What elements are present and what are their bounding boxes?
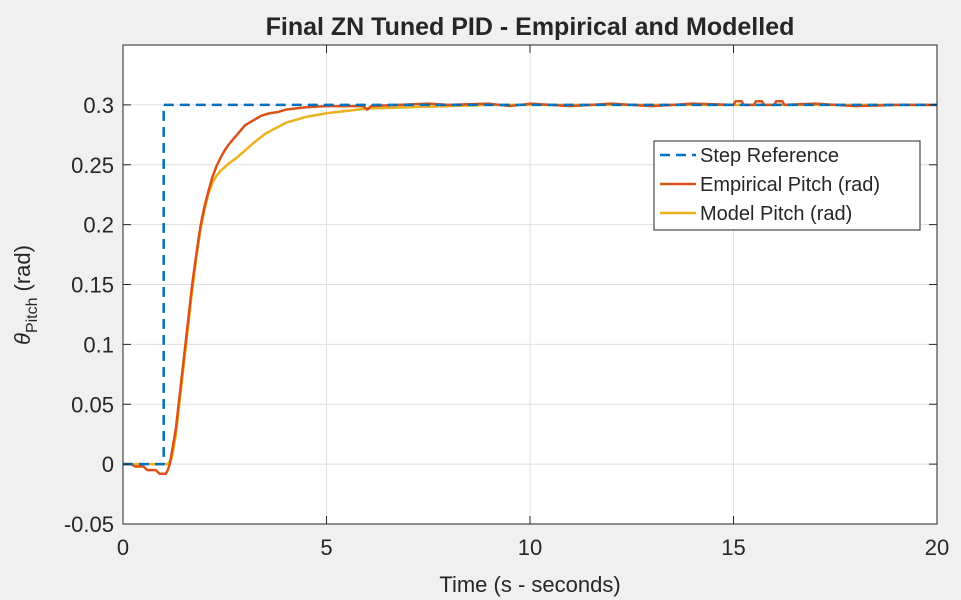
legend-box — [653, 140, 921, 231]
y-axis-ticks: -0.05 0 0.05 0.1 0.15 0.2 0.25 0.3 — [64, 93, 937, 537]
x-axis-ticks: 0 5 10 15 20 — [117, 45, 949, 560]
y-tick-label: -0.05 — [64, 512, 114, 537]
x-axis-label: Time (s - seconds) — [439, 572, 620, 597]
chart-title: Final ZN Tuned PID - Empirical and Model… — [266, 13, 795, 41]
y-tick-label: 0.3 — [83, 93, 114, 118]
y-tick-label: 0 — [102, 452, 114, 477]
series-line-empirical-pitch-rad — [123, 100, 937, 475]
x-tick-label: 15 — [721, 535, 745, 560]
x-tick-label: 10 — [518, 535, 542, 560]
series-lines — [123, 100, 937, 475]
legend-label: Empirical Pitch (rad) — [700, 174, 880, 196]
y-tick-label: 0.15 — [71, 273, 114, 298]
x-tick-label: 0 — [117, 535, 129, 560]
legend: Step Reference Empirical Pitch (rad) Model… — [653, 140, 921, 231]
legend-label: Model Pitch (rad) — [700, 203, 852, 225]
x-tick-label: 20 — [925, 535, 949, 560]
y-tick-label: 0.25 — [71, 153, 114, 178]
y-axis-label-unit: (rad) — [10, 245, 35, 291]
y-axis-label: θPitch (rad) — [10, 245, 41, 345]
series-line-step-reference — [123, 103, 937, 466]
y-tick-label: 0.2 — [83, 213, 114, 238]
x-tick-label: 5 — [320, 535, 332, 560]
y-axis-label-subscript: Pitch — [24, 297, 41, 333]
legend-label: Step Reference — [700, 145, 839, 167]
y-tick-label: 0.05 — [71, 392, 114, 417]
y-tick-label: 0.1 — [83, 332, 114, 357]
y-axis-label-symbol: θ — [10, 333, 35, 345]
